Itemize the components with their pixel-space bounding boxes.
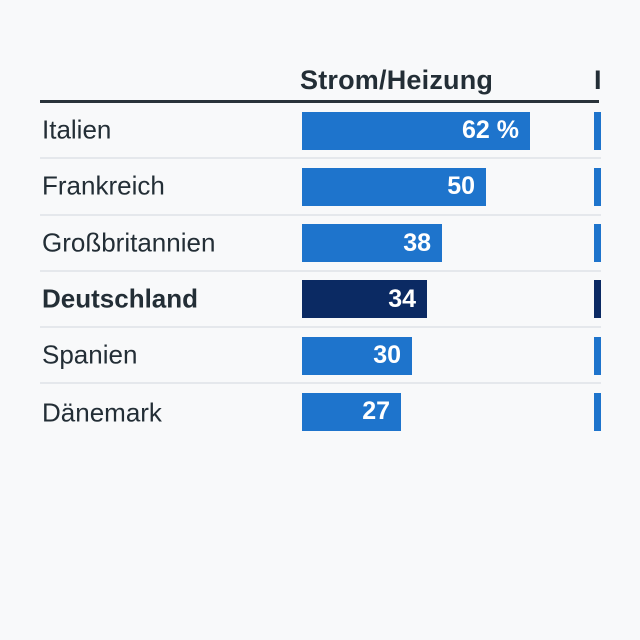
value-bar: 62 % (302, 111, 530, 150)
second-column-bar-partial (594, 224, 601, 263)
country-label: Spanien (42, 339, 138, 370)
table-row-spanien: Spanien 30 (40, 328, 601, 385)
value-bar: 27 (302, 392, 401, 431)
bar-value-label: 34 (388, 284, 416, 313)
table-row-grossbritannien: Großbritannien 38 (40, 216, 601, 272)
country-label: Dänemark (42, 397, 162, 428)
country-label: Deutschland (42, 283, 199, 314)
table-header: Strom/Heizung I (40, 58, 601, 100)
table-row-deutschland: Deutschland 34 (40, 272, 601, 329)
bar-value-label: 27 (362, 397, 390, 426)
column-header-second-partial: I (594, 65, 601, 95)
second-column-bar-partial (594, 336, 601, 375)
table-row-frankreich: Frankreich 50 (40, 159, 601, 216)
value-bar: 38 (302, 224, 442, 263)
bar-value-label: 50 (447, 172, 475, 201)
header-rule (40, 100, 599, 103)
country-label: Frankreich (42, 170, 165, 201)
value-bar: 34 (302, 280, 427, 319)
second-column-bar-partial (594, 111, 601, 150)
bar-value-label: 62 % (462, 116, 519, 144)
second-column-bar-partial (594, 167, 601, 206)
bar-value-label: 38 (403, 228, 431, 257)
bar-value-label: 30 (373, 341, 401, 370)
value-bar: 30 (302, 336, 412, 375)
column-header-strom-heizung: Strom/Heizung (300, 65, 494, 95)
second-column-bar-partial (594, 392, 601, 431)
table-row-daenemark: Dänemark 27 (40, 384, 601, 440)
country-label: Großbritannien (42, 227, 216, 258)
country-label: Italien (42, 114, 112, 145)
table-row-italien: Italien 62 % (40, 103, 601, 160)
second-column-bar-partial (594, 280, 601, 319)
value-bar: 50 (302, 167, 486, 206)
bar-chart-table: Strom/Heizung I Italien 62 % Frankreich … (40, 58, 601, 441)
